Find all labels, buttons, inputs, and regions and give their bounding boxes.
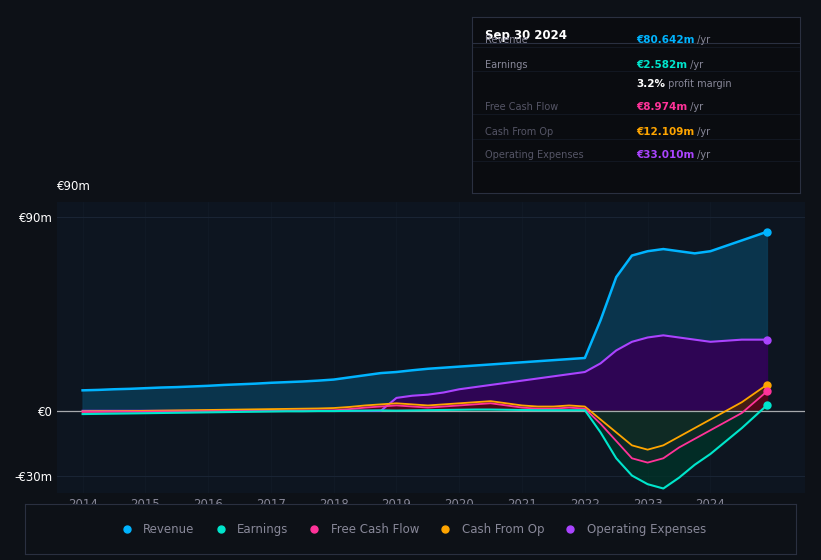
Text: Free Cash Flow: Free Cash Flow — [485, 102, 558, 112]
Text: €2.582m: €2.582m — [636, 60, 687, 70]
Text: Earnings: Earnings — [485, 60, 528, 70]
Text: €90m: €90m — [57, 180, 91, 193]
Text: profit margin: profit margin — [665, 79, 732, 89]
Text: /yr: /yr — [687, 102, 703, 112]
Text: Operating Expenses: Operating Expenses — [485, 150, 584, 160]
Text: Revenue: Revenue — [485, 35, 528, 45]
Text: Cash From Op: Cash From Op — [485, 127, 553, 137]
Text: /yr: /yr — [694, 127, 710, 137]
Text: €12.109m: €12.109m — [636, 127, 695, 137]
Text: Sep 30 2024: Sep 30 2024 — [485, 29, 567, 42]
Text: €80.642m: €80.642m — [636, 35, 695, 45]
Legend: Revenue, Earnings, Free Cash Flow, Cash From Op, Operating Expenses: Revenue, Earnings, Free Cash Flow, Cash … — [110, 518, 711, 540]
Text: €33.010m: €33.010m — [636, 150, 695, 160]
Text: /yr: /yr — [687, 60, 703, 70]
Text: 3.2%: 3.2% — [636, 79, 665, 89]
Text: /yr: /yr — [694, 150, 710, 160]
Text: €8.974m: €8.974m — [636, 102, 687, 112]
Text: /yr: /yr — [694, 35, 710, 45]
